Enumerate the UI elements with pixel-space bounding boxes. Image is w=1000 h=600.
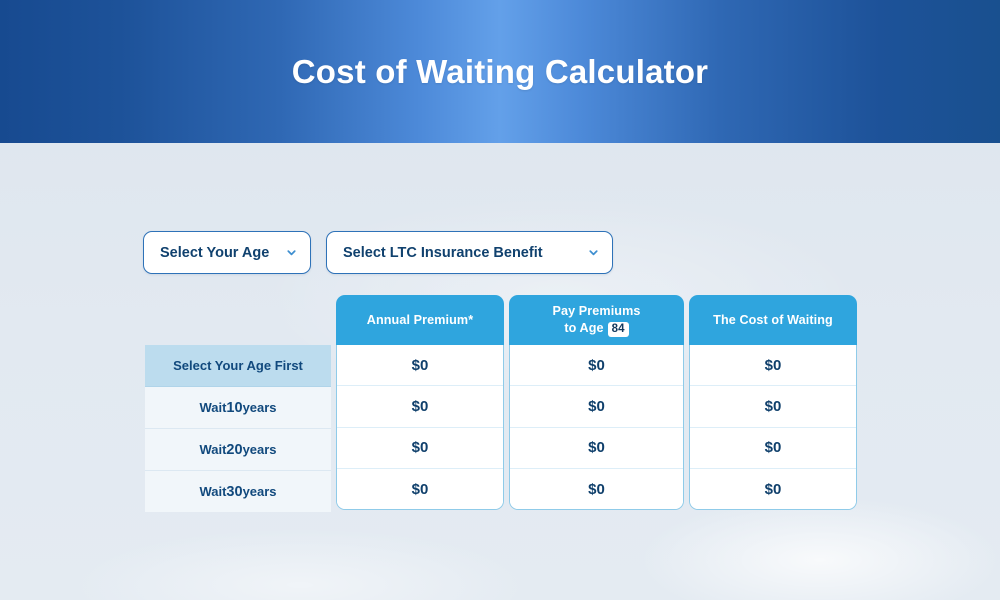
label-column-spacer: [145, 295, 331, 345]
row-label-column: Select Your Age First Wait 10 years Wait…: [145, 295, 331, 512]
selector-row: Select Your Age Select LTC Insurance Ben…: [143, 231, 613, 274]
row-label-suffix: years: [242, 442, 277, 457]
column-annual-premium: Annual Premium* $0 $0 $0 $0: [336, 295, 504, 512]
column-header-line1: The Cost of Waiting: [713, 312, 833, 327]
benefit-select[interactable]: Select LTC Insurance Benefit: [326, 231, 613, 274]
table-cell: $0: [510, 427, 683, 469]
table-cell: $0: [510, 386, 683, 428]
table-cell: $0: [337, 427, 503, 469]
comparison-table: Select Your Age First Wait 10 years Wait…: [145, 295, 857, 512]
column-header-line1: Pay Premiums: [552, 304, 641, 318]
chevron-down-icon: [589, 250, 598, 256]
table-row-label: Select Your Age First: [145, 345, 331, 387]
table-cell: $0: [337, 345, 503, 387]
column-body: $0 $0 $0 $0: [509, 345, 684, 511]
table-row-label: Wait 30 years: [145, 471, 331, 512]
row-label-suffix: years: [242, 484, 277, 499]
column-header: The Cost of Waiting: [689, 295, 857, 345]
table-cell: $0: [510, 468, 683, 510]
age-badge: 84: [607, 321, 629, 337]
column-body: $0 $0 $0 $0: [689, 345, 857, 511]
row-label-prefix: Wait: [199, 484, 227, 499]
table-cell: $0: [690, 345, 856, 387]
table-cell: $0: [690, 386, 856, 428]
row-label-prefix: Wait: [199, 442, 227, 457]
table-cell: $0: [690, 468, 856, 510]
table-cell: $0: [337, 386, 503, 428]
table-row-label: Wait 20 years: [145, 429, 331, 471]
table-cell: $0: [690, 427, 856, 469]
main-content: Select Your Age Select LTC Insurance Ben…: [0, 143, 1000, 600]
table-cell: $0: [510, 345, 683, 387]
row-label-number: 10: [226, 399, 243, 416]
row-label-prefix: Wait: [199, 400, 227, 415]
table-cell: $0: [337, 468, 503, 510]
column-header-line1: Annual Premium*: [366, 312, 474, 327]
column-header-line2: to Age: [564, 320, 604, 335]
age-select[interactable]: Select Your Age: [143, 231, 311, 274]
column-header: Pay Premiums to Age 84: [509, 295, 684, 345]
column-cost-of-waiting: The Cost of Waiting $0 $0 $0 $0: [689, 295, 857, 512]
benefit-select-label: Select LTC Insurance Benefit: [343, 244, 543, 261]
column-pay-premiums-to-age: Pay Premiums to Age 84 $0 $0 $0 $0: [509, 295, 684, 512]
age-select-label: Select Your Age: [160, 244, 270, 261]
page-title: Cost of Waiting Calculator: [291, 52, 709, 90]
column-header-line2-wrap: to Age 84: [564, 320, 629, 337]
row-label-prefix: Select Your Age First: [173, 358, 303, 373]
column-header: Annual Premium*: [336, 295, 504, 345]
table-row-label: Wait 10 years: [145, 387, 331, 429]
chevron-down-icon: [287, 250, 296, 256]
row-label-number: 20: [226, 441, 243, 458]
column-body: $0 $0 $0 $0: [336, 345, 504, 511]
row-label-suffix: years: [242, 400, 277, 415]
page-header: Cost of Waiting Calculator: [0, 0, 1000, 143]
row-label-number: 30: [226, 483, 243, 500]
